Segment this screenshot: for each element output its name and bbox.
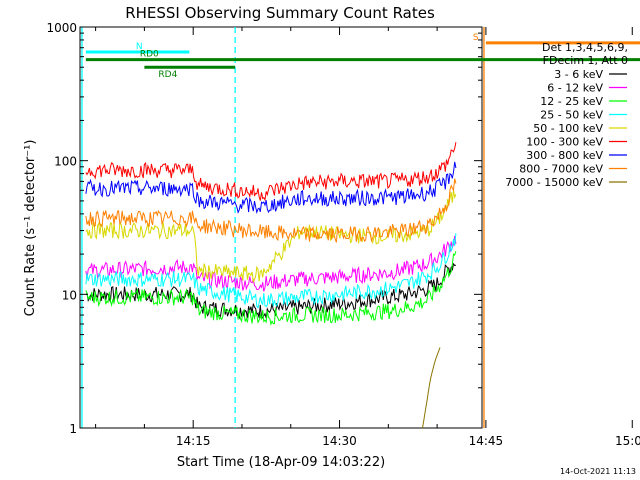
series-line-6-0 bbox=[85, 161, 457, 215]
y-tick-label-3: 1000 bbox=[46, 21, 77, 35]
x-tick-label-2: 14:45 bbox=[469, 434, 504, 448]
x-tick-label-3: 15:00 bbox=[615, 434, 640, 448]
series-line-3-0 bbox=[85, 233, 457, 309]
legend-label-5: 100 - 300 keV bbox=[526, 136, 603, 149]
legend-label-2: 12 - 25 keV bbox=[540, 95, 603, 108]
y-tick-label-1: 10 bbox=[62, 288, 77, 302]
y-tick-label-0: 1 bbox=[69, 422, 77, 436]
series-line-5-0 bbox=[85, 142, 457, 202]
legend-header-1: FDecim 1, Att 0 bbox=[543, 54, 628, 67]
y-axis-label: Count Rate (s⁻¹ detector⁻¹) bbox=[23, 140, 38, 317]
legend-header-0: Det 1,3,4,5,6,9, bbox=[542, 41, 628, 54]
flag-label-1: RD0 bbox=[140, 50, 159, 60]
legend-label-7: 800 - 7000 keV bbox=[519, 163, 603, 176]
legend-label-1: 6 - 12 keV bbox=[547, 82, 603, 95]
series-lines bbox=[85, 142, 457, 429]
flag-label-0: N bbox=[136, 42, 143, 52]
series-line-7-0 bbox=[85, 178, 457, 243]
legend: Det 1,3,4,5,6,9,FDecim 1, Att 03 - 6 keV… bbox=[505, 41, 628, 189]
series-line-4-0 bbox=[85, 190, 457, 284]
series-line-8-0 bbox=[422, 347, 441, 429]
x-tick-label-1: 14:30 bbox=[322, 434, 357, 448]
flag-label-3: S bbox=[473, 33, 479, 43]
plot-frame bbox=[79, 26, 483, 429]
series-line-0-0 bbox=[85, 262, 456, 320]
y-tick-label-2: 100 bbox=[54, 155, 77, 169]
footer-date: 14-Oct-2021 11:13 bbox=[560, 467, 636, 476]
x-axis-label: Start Time (18-Apr-09 14:03:22) bbox=[177, 455, 385, 470]
legend-label-8: 7000 - 15000 keV bbox=[505, 176, 603, 189]
legend-label-4: 50 - 100 keV bbox=[533, 122, 603, 135]
legend-label-6: 300 - 800 keV bbox=[526, 149, 603, 162]
series-line-1-0 bbox=[85, 235, 457, 292]
legend-label-3: 25 - 50 keV bbox=[540, 109, 603, 122]
y-axis: 1 10 100 1000 bbox=[46, 21, 482, 436]
series-line-2-0 bbox=[85, 251, 457, 327]
legend-label-0: 3 - 6 keV bbox=[554, 68, 603, 81]
flag-label-2: RD4 bbox=[158, 70, 177, 80]
x-tick-label-0: 14:15 bbox=[176, 434, 211, 448]
chart-title: RHESSI Observing Summary Count Rates bbox=[125, 4, 435, 22]
